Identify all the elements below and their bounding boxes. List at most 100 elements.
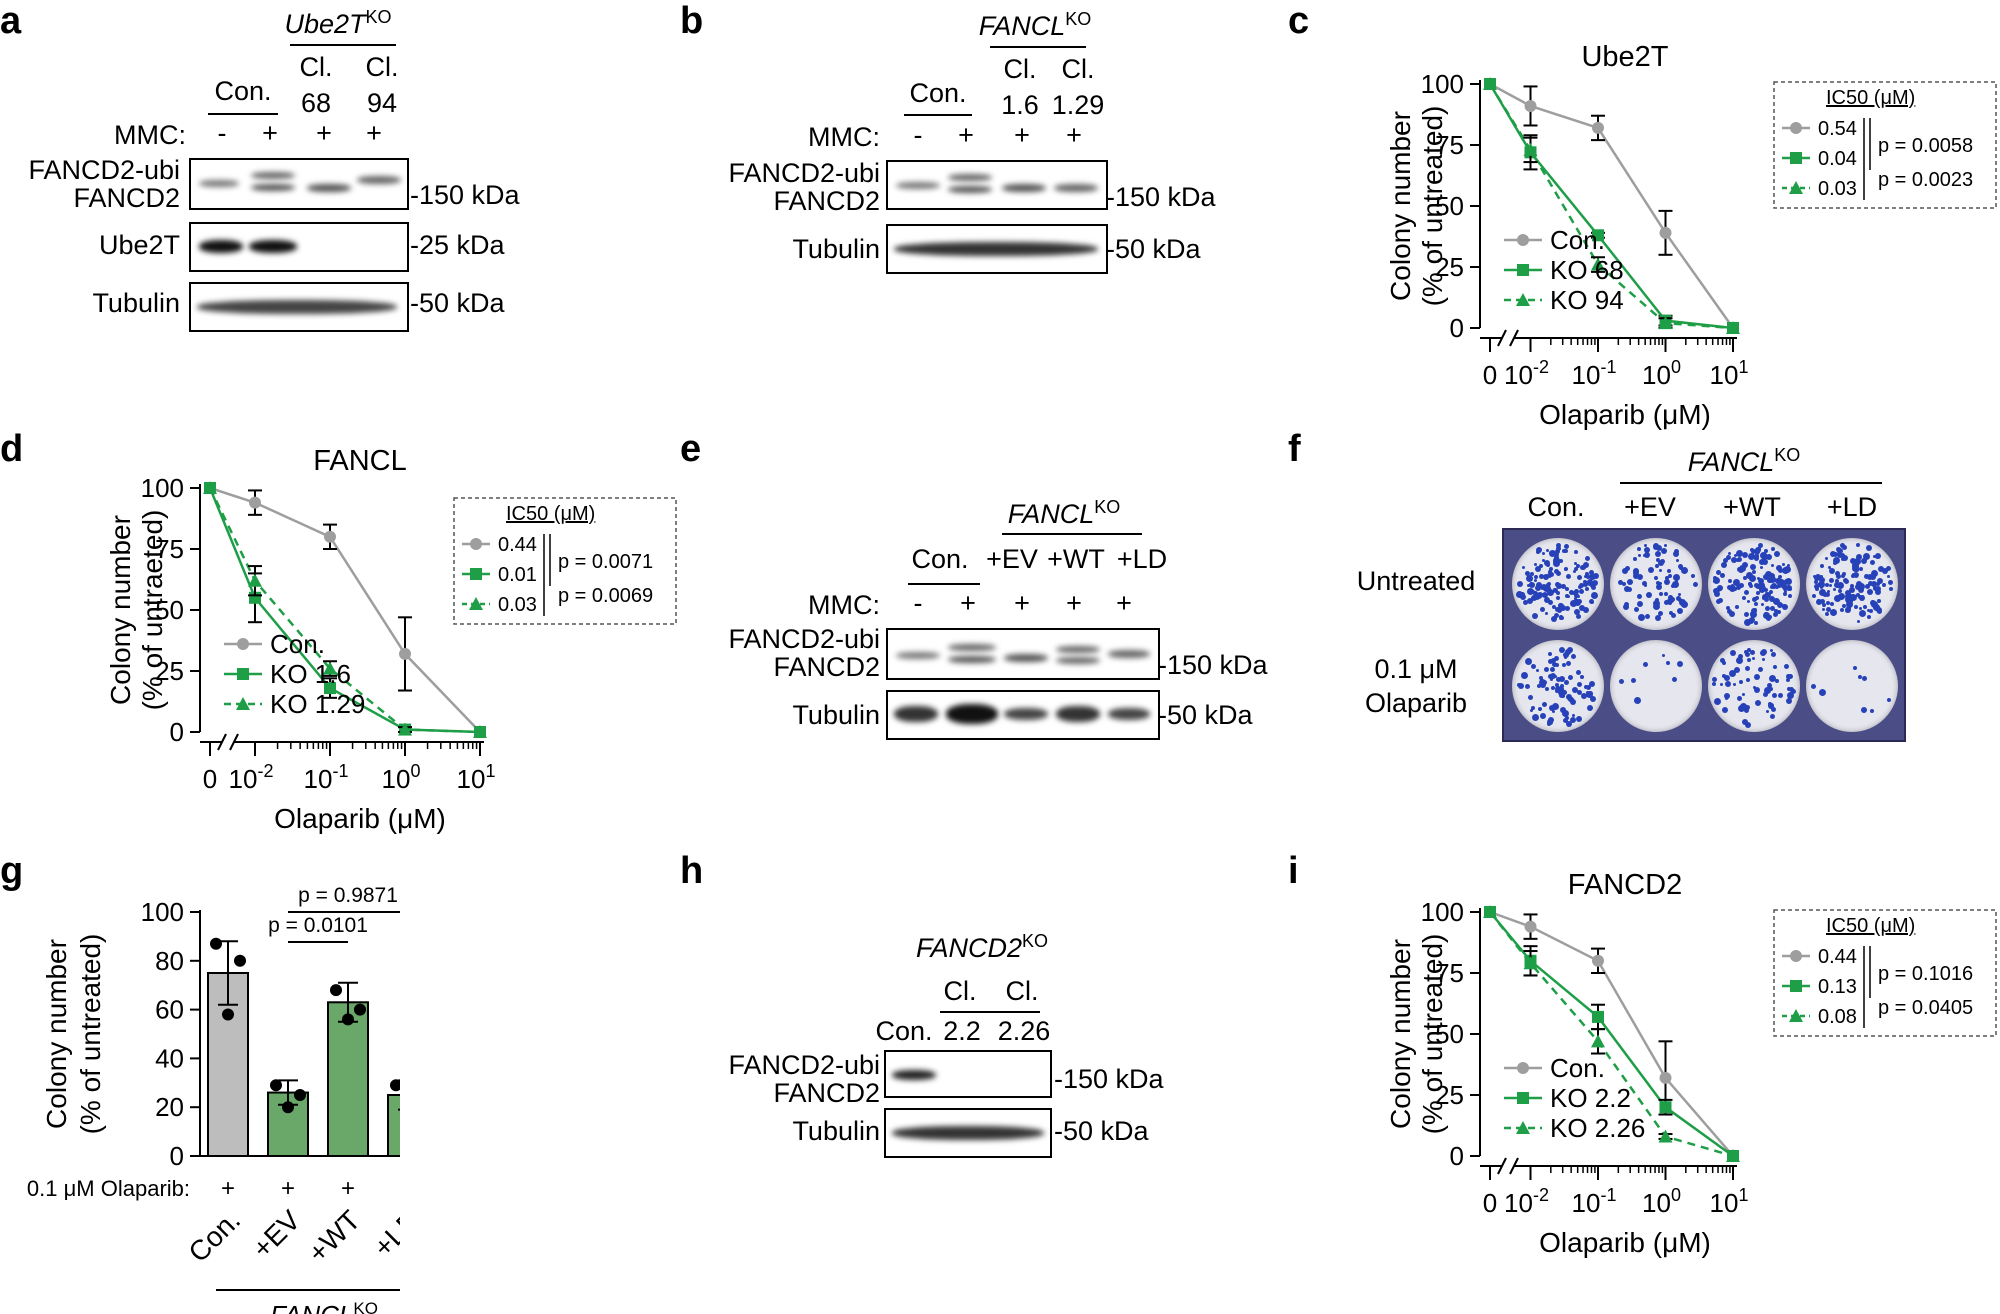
mmc-sign: + bbox=[1014, 120, 1030, 150]
colony bbox=[1564, 549, 1569, 554]
colony bbox=[1617, 580, 1623, 586]
colony bbox=[1677, 607, 1684, 614]
colony bbox=[1519, 593, 1526, 600]
colony bbox=[1752, 569, 1757, 574]
band-label-tubulin: Tubulin bbox=[92, 288, 180, 318]
colony bbox=[1776, 602, 1783, 609]
colony bbox=[1812, 575, 1816, 578]
colony bbox=[1565, 721, 1572, 728]
colony bbox=[1668, 611, 1673, 616]
colony bbox=[1728, 611, 1735, 618]
x-tick-label: +EV bbox=[246, 1204, 306, 1264]
colony bbox=[1659, 568, 1663, 572]
colony bbox=[1582, 607, 1589, 613]
colony bbox=[1563, 652, 1570, 659]
colony bbox=[1863, 552, 1870, 560]
clone-label: Cl. bbox=[299, 52, 333, 82]
colony bbox=[1655, 563, 1660, 568]
colony bbox=[1633, 697, 1641, 705]
colony bbox=[1873, 585, 1879, 591]
colony bbox=[1856, 592, 1861, 597]
colony bbox=[1760, 648, 1767, 655]
colony bbox=[1550, 658, 1556, 664]
legend-label: KO 1.6 bbox=[270, 659, 351, 689]
colony bbox=[1674, 548, 1680, 554]
colony bbox=[1743, 618, 1751, 626]
y-axis-label-2: (% of untraeted) bbox=[137, 510, 168, 711]
colony bbox=[1837, 582, 1845, 590]
clone-number: 2.2 bbox=[943, 1016, 981, 1046]
colony bbox=[1528, 695, 1534, 701]
colony bbox=[1561, 709, 1569, 717]
colony bbox=[1586, 684, 1592, 690]
ko-superscript: KO bbox=[1774, 445, 1801, 465]
mmc-sign: + bbox=[262, 118, 278, 148]
colony bbox=[1757, 666, 1763, 672]
bracket-line bbox=[1620, 482, 1882, 484]
x-tick-label: 10-1 bbox=[1572, 357, 1617, 390]
colony bbox=[1584, 684, 1589, 689]
kda-marker: -50 kDa bbox=[1054, 1116, 1149, 1146]
western-blot-ube2t bbox=[189, 222, 409, 272]
colony bbox=[1787, 674, 1791, 678]
colony bbox=[1741, 552, 1748, 559]
colony bbox=[1739, 702, 1747, 710]
x-tick-label: 0 bbox=[203, 764, 217, 794]
colony bbox=[1889, 587, 1894, 592]
colony bbox=[1786, 698, 1793, 705]
colony bbox=[1746, 658, 1751, 663]
colony bbox=[1658, 591, 1663, 596]
colony bbox=[1833, 581, 1840, 588]
y-tick-label: 40 bbox=[155, 1043, 184, 1073]
colony bbox=[1743, 590, 1749, 596]
colony bbox=[1564, 567, 1569, 572]
data-point bbox=[234, 954, 246, 967]
p-value: p = 0.0023 bbox=[1878, 169, 1973, 191]
kda-marker: -50 kDa bbox=[1158, 700, 1253, 730]
colony bbox=[1865, 544, 1872, 551]
colony bbox=[1532, 590, 1538, 596]
colony bbox=[1550, 677, 1554, 681]
x-axis-label: Olaparib (μM) bbox=[274, 803, 446, 834]
colony bbox=[1727, 584, 1733, 590]
colony bbox=[1877, 578, 1884, 585]
colony bbox=[1775, 584, 1780, 589]
p-value: p = 0.0069 bbox=[558, 585, 653, 607]
colony bbox=[1585, 556, 1590, 562]
colony bbox=[1734, 553, 1738, 557]
colony bbox=[1757, 577, 1764, 584]
colony bbox=[1623, 602, 1629, 608]
y-axis-label: Colony number bbox=[1385, 111, 1416, 301]
ko-superscript: KO bbox=[365, 7, 392, 27]
colony bbox=[1656, 545, 1662, 552]
colony bbox=[1548, 567, 1553, 572]
colony bbox=[1768, 590, 1773, 595]
marker-triangle bbox=[236, 697, 250, 710]
legend-label: KO 2.2 bbox=[1550, 1083, 1631, 1113]
mmc-sign: + bbox=[366, 118, 382, 148]
colony bbox=[1556, 591, 1561, 596]
colony bbox=[1720, 682, 1724, 686]
colony bbox=[1770, 649, 1774, 653]
colony bbox=[1732, 683, 1736, 687]
colony bbox=[1829, 567, 1836, 574]
colony bbox=[1877, 599, 1882, 604]
colony bbox=[1712, 576, 1717, 581]
lane-label: +EV bbox=[986, 544, 1038, 574]
colony bbox=[1627, 579, 1634, 586]
colony bbox=[1735, 549, 1743, 557]
colony bbox=[1765, 592, 1772, 599]
colony bbox=[1716, 598, 1722, 604]
p-value: p = 0.0071 bbox=[558, 551, 653, 573]
colony bbox=[1538, 675, 1543, 680]
colony bbox=[1750, 650, 1756, 656]
gene-name: Ube2T bbox=[284, 9, 366, 39]
treatment-label: 0.1 μM Olaparib: bbox=[27, 1176, 190, 1201]
colony bbox=[1848, 593, 1854, 599]
chart-title: FANCD2 bbox=[1568, 869, 1682, 901]
colony bbox=[1824, 591, 1830, 597]
colony bbox=[1868, 581, 1874, 587]
colony bbox=[1578, 605, 1585, 612]
colony bbox=[1533, 593, 1540, 600]
